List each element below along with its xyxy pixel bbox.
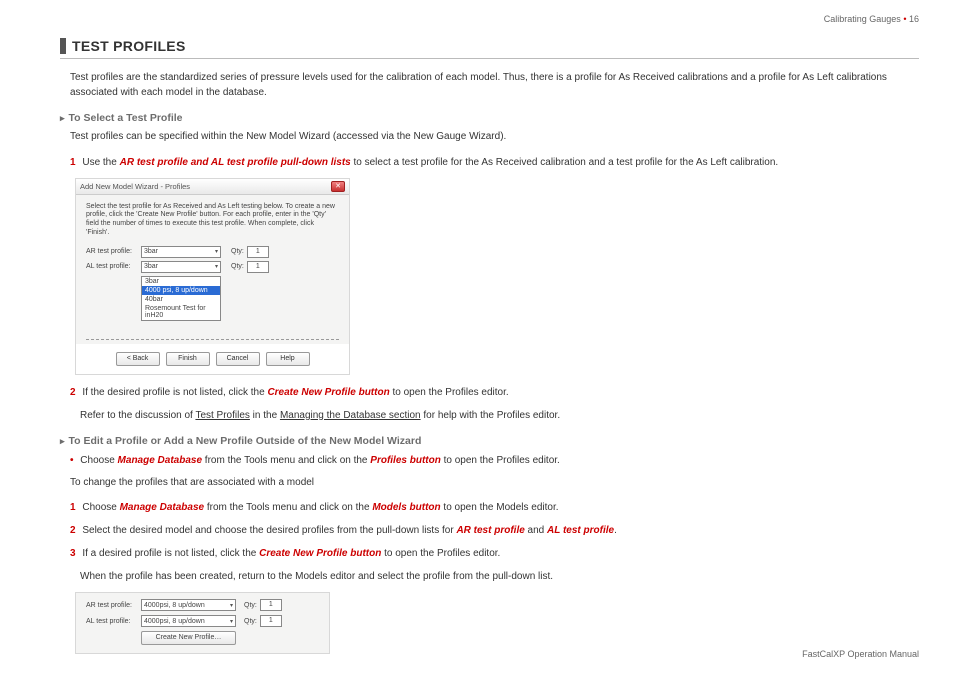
footer-text: FastCalXP Operation Manual [802,649,919,659]
close-icon[interactable]: ✕ [331,181,345,192]
title-rule [60,58,919,59]
sub1-text: Test profiles can be specified within th… [70,130,919,145]
step-number: 3 [70,548,76,559]
test-profiles-link[interactable]: Test Profiles [195,410,249,421]
intro-paragraph: Test profiles are the standardized serie… [70,71,919,100]
al-qty-input[interactable]: 1 [260,615,282,627]
step-number: 2 [70,525,76,536]
step-number: 1 [70,157,76,168]
list-item[interactable]: 40bar [142,295,220,304]
step-number: 2 [70,387,76,398]
reference-text: Refer to the discussion of Test Profiles… [80,408,919,423]
bullet-icon: • [70,455,74,466]
al-profile-label: AL test profile: [86,263,141,270]
ar-profile-dropdown[interactable]: 4000psi, 8 up/down▾ [141,599,236,611]
help-button[interactable]: Help [266,352,310,366]
subhead-select-profile: To Select a Test Profile [60,112,919,124]
al-profile-dropdown[interactable]: 4000psi, 8 up/down▾ [141,615,236,627]
back-button[interactable]: < Back [116,352,160,366]
ar-profile-label: AR test profile: [86,602,141,609]
cancel-button[interactable]: Cancel [216,352,260,366]
page-header: Calibrating Gauges • 16 [824,14,919,24]
dialog-description: Select the test profile for As Received … [86,203,339,238]
al-qty-input[interactable]: 1 [247,261,269,273]
qty-label: Qty: [231,248,244,255]
page-number: 16 [909,14,919,24]
s2-step-1: 1 Choose Manage Database from the Tools … [70,500,919,515]
s2-step-3: 3 If a desired profile is not listed, cl… [70,546,919,561]
section-title: TEST PROFILES [60,38,919,54]
al-profile-label: AL test profile: [86,618,141,625]
finish-button[interactable]: Finish [166,352,210,366]
qty-label: Qty: [244,618,257,625]
profile-options-list[interactable]: 3bar 4000 psi, 8 up/down 40bar Rosemount… [141,276,221,321]
dialog-titlebar: Add New Model Wizard - Profiles ✕ [76,179,349,195]
change-profiles-text: To change the profiles that are associat… [70,476,919,491]
step-1: 1 Use the AR test profile and AL test pr… [70,155,919,170]
al-profile-dropdown[interactable]: 3bar▾ [141,261,221,273]
ar-qty-input[interactable]: 1 [260,599,282,611]
s2-step-2: 2 Select the desired model and choose th… [70,523,919,538]
ar-profile-label: AR test profile: [86,248,141,255]
list-item[interactable]: Rosemount Test for inH20 [142,304,220,320]
dialog-title: Add New Model Wizard - Profiles [80,182,190,191]
bullet-manage-db: • Choose Manage Database from the Tools … [70,453,919,468]
qty-label: Qty: [244,602,257,609]
create-new-profile-button[interactable]: Create New Profile… [141,631,236,645]
step-number: 1 [70,502,76,513]
list-item[interactable]: 3bar [142,277,220,286]
list-item[interactable]: 4000 psi, 8 up/down [142,286,220,295]
ar-profile-dropdown[interactable]: 3bar▾ [141,246,221,258]
final-text: When the profile has been created, retur… [80,569,919,584]
ar-al-pulldown-ref: AR test profile and AL test profile pull… [120,157,351,168]
add-model-wizard-dialog: Add New Model Wizard - Profiles ✕ Select… [75,178,350,375]
create-profile-ref: Create New Profile button [267,387,389,398]
divider [86,339,339,340]
chapter-name: Calibrating Gauges [824,14,901,24]
ar-qty-input[interactable]: 1 [247,246,269,258]
managing-db-link[interactable]: Managing the Database section [280,410,421,421]
profile-selector-panel: AR test profile: 4000psi, 8 up/down▾ Qty… [75,592,330,654]
qty-label: Qty: [231,263,244,270]
step-2: 2 If the desired profile is not listed, … [70,385,919,400]
subhead-edit-profile: To Edit a Profile or Add a New Profile O… [60,435,919,447]
